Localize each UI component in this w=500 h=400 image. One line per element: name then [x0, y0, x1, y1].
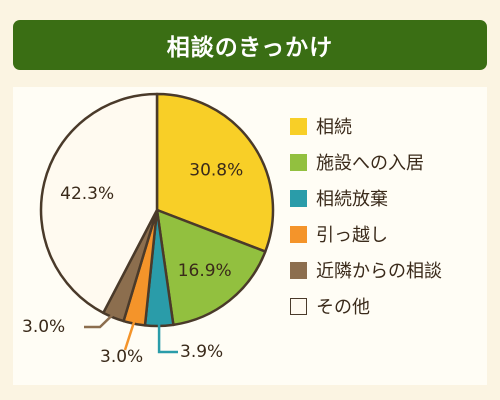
data-label-2: 3.9% — [180, 342, 223, 362]
legend-swatch — [290, 225, 307, 243]
legend-label: その他 — [316, 297, 370, 318]
pie-slice-5 — [39, 92, 159, 315]
data-label-4: 3.0% — [22, 317, 65, 337]
chart-title: 相談のきっかけ — [166, 35, 334, 61]
legend-item: 引っ越し — [290, 216, 442, 252]
legend-swatch — [290, 297, 307, 315]
legend-swatch — [290, 117, 307, 135]
data-label-0: 30.8% — [189, 160, 243, 180]
legend-label: 近隣からの相談 — [316, 261, 442, 282]
title-banner: 相談のきっかけ — [13, 20, 487, 70]
legend-item: 施設への入居 — [290, 144, 442, 180]
legend-label: 相続放棄 — [316, 189, 388, 210]
legend-swatch — [290, 153, 307, 171]
legend-item: 相続放棄 — [290, 180, 442, 216]
legend-swatch — [290, 261, 307, 279]
leader-line-3 — [123, 317, 137, 351]
legend-item: 近隣からの相談 — [290, 252, 442, 288]
pie-slice-0 — [155, 92, 275, 253]
legend-label: 相続 — [316, 117, 352, 138]
legend-item: 相続 — [290, 108, 442, 144]
legend-swatch — [290, 189, 307, 207]
leader-line-2 — [157, 320, 178, 354]
data-label-1: 16.9% — [178, 261, 232, 281]
legend-label: 施設への入居 — [316, 153, 424, 174]
legend-label: 引っ越し — [316, 225, 388, 246]
leader-line-4 — [84, 311, 117, 329]
legend: 相続施設への入居 相続放棄引っ越し近隣からの相談 その他 — [290, 108, 442, 324]
legend-item: その他 — [290, 288, 442, 324]
data-label-3: 3.0% — [100, 347, 143, 367]
pie-slice-1 — [155, 208, 267, 327]
data-label-5: 42.3% — [60, 184, 114, 204]
